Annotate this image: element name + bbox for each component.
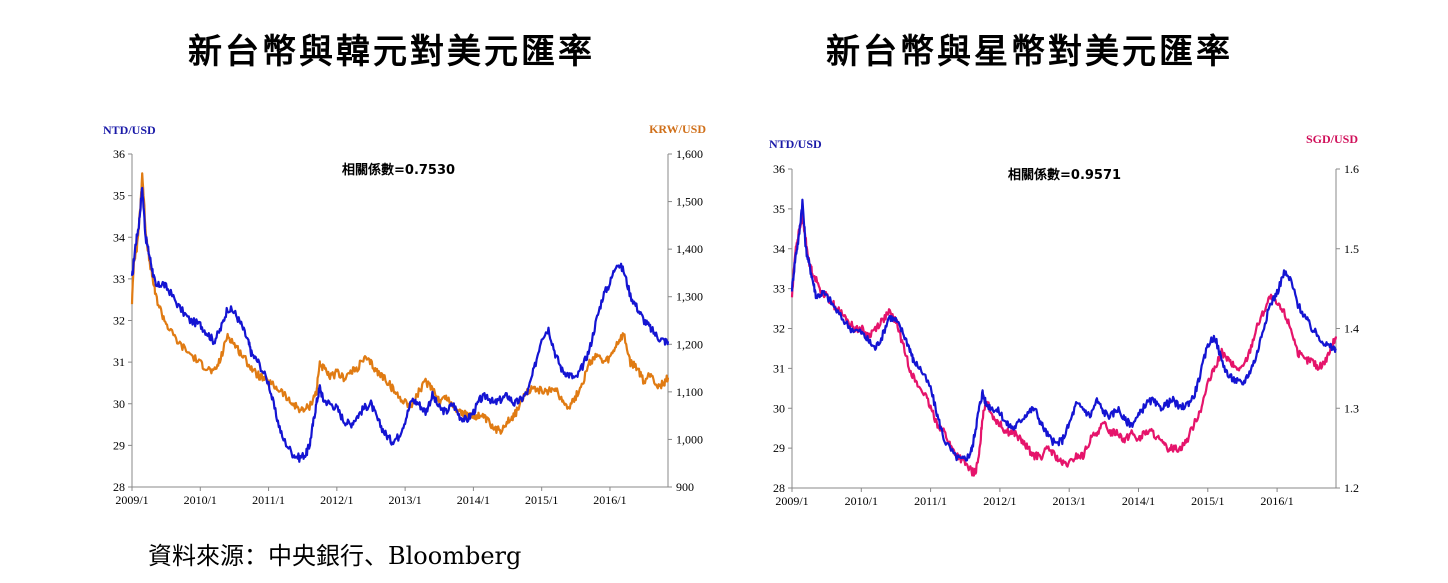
left-tick-label: 35 [773, 202, 785, 216]
x-tick-label: 2013/1 [388, 493, 421, 507]
x-tick-label: 2014/1 [457, 493, 490, 507]
left-tick-label: 29 [113, 438, 125, 452]
left-tick-label: 29 [773, 441, 785, 455]
x-tick-label: 2010/1 [845, 494, 878, 508]
x-tick-label: 2013/1 [1053, 494, 1086, 508]
right-tick-label: 1,200 [676, 337, 703, 351]
correlation-label: 相關係數=0.7530 [342, 162, 455, 178]
chart2-title: 新台幣與星幣對美元匯率 [826, 32, 1233, 72]
right-axis-label: SGD/USD [1306, 132, 1358, 146]
right-tick-label: 1,500 [676, 195, 703, 209]
x-tick-label: 2015/1 [525, 493, 558, 507]
left-tick-label: 33 [773, 282, 785, 296]
x-tick-label: 2014/1 [1122, 494, 1155, 508]
series-line-krw-usd [130, 172, 670, 435]
left-tick-label: 30 [773, 401, 785, 415]
left-tick-label: 36 [113, 147, 125, 161]
left-tick-label: 33 [113, 272, 125, 286]
chart1-krw-ntd: NTD/USD KRW/USD 相關係數=0.7530 28 29 30 31 32 33 34 3… [103, 122, 706, 507]
source-note: 資料來源：中央銀行、Bloomberg [148, 542, 522, 570]
x-tick-label: 2012/1 [320, 493, 353, 507]
right-tick-label: 1.4 [1344, 322, 1359, 336]
x-tick-label: 2011/1 [252, 493, 285, 507]
left-tick-label: 34 [773, 242, 785, 256]
x-tick-label: 2011/1 [914, 494, 947, 508]
x-tick-label: 2009/1 [775, 494, 808, 508]
right-tick-label: 1,400 [676, 242, 703, 256]
chart1-title: 新台幣與韓元對美元匯率 [188, 32, 595, 72]
left-tick-label: 28 [113, 480, 125, 494]
left-tick-label: 31 [773, 361, 785, 375]
right-tick-label: 900 [676, 480, 694, 494]
x-tick-label: 2009/1 [115, 493, 148, 507]
left-tick-label: 32 [113, 314, 125, 328]
left-axis-label: NTD/USD [103, 123, 156, 137]
left-tick-label: 32 [773, 322, 785, 336]
x-tick-label: 2010/1 [184, 493, 217, 507]
right-axis-label: KRW/USD [649, 122, 706, 136]
x-tick-label: 2016/1 [1260, 494, 1293, 508]
right-tick-label: 1.3 [1344, 401, 1359, 415]
right-tick-label: 1.5 [1344, 242, 1359, 256]
left-tick-label: 34 [113, 230, 125, 244]
right-tick-label: 1,600 [676, 147, 703, 161]
left-tick-label: 28 [773, 481, 785, 495]
right-tick-label: 1.6 [1344, 162, 1359, 176]
series-line-ntd-usd [130, 186, 670, 463]
right-tick-label: 1,100 [676, 385, 703, 399]
x-tick-label: 2016/1 [593, 493, 626, 507]
right-tick-label: 1,000 [676, 432, 703, 446]
right-tick-label: 1,300 [676, 290, 703, 304]
left-tick-label: 35 [113, 189, 125, 203]
correlation-label: 相關係數=0.9571 [1008, 167, 1121, 183]
series-line-ntd-usd [790, 198, 1337, 462]
x-tick-label: 2015/1 [1191, 494, 1224, 508]
left-tick-label: 30 [113, 397, 125, 411]
left-tick-label: 31 [113, 355, 125, 369]
left-axis-label: NTD/USD [769, 137, 822, 151]
right-tick-label: 1.2 [1344, 481, 1359, 495]
chart2-sgd-ntd: NTD/USD SGD/USD 相關係數=0.9571 28 29 30 31 32 33 34 3… [769, 132, 1359, 508]
left-tick-label: 36 [773, 162, 785, 176]
x-tick-label: 2012/1 [983, 494, 1016, 508]
